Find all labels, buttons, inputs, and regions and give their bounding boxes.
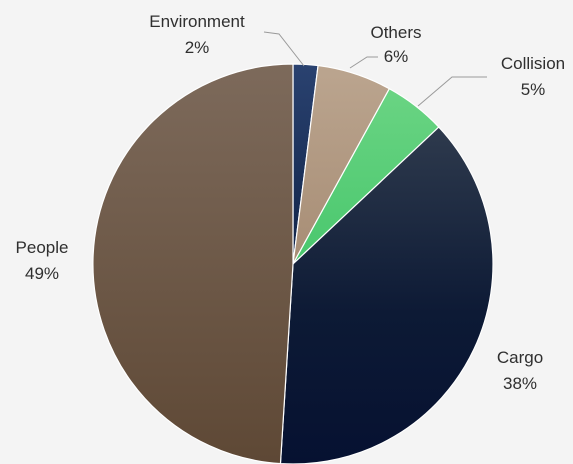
slice-label-value-cargo: 38%: [503, 374, 537, 393]
pie-slice-people: [92, 63, 294, 464]
slice-labels: Environment 2% Others 6% Collision 5% Cargo 38%…: [16, 12, 566, 393]
pie-slice-cargo: [279, 126, 494, 464]
slice-label-value-people: 49%: [25, 264, 59, 283]
slice-label-name-environment: Environment: [149, 12, 245, 31]
slice-label-name-cargo: Cargo: [497, 348, 543, 367]
slice-label-name-others: Others: [370, 23, 421, 42]
slice-label-value-others: 6%: [384, 47, 409, 66]
slice-label-name-collision: Collision: [501, 54, 565, 73]
slice-label-name-people: People: [16, 238, 69, 257]
leader-line-environment: [263, 31, 305, 67]
pie-slices: [92, 63, 494, 464]
leader-lines: [263, 31, 487, 107]
slice-label-value-collision: 5%: [521, 80, 546, 99]
slice-label-value-environment: 2%: [185, 38, 210, 57]
leader-line-others: [349, 56, 378, 69]
leader-line-collision: [417, 76, 487, 107]
